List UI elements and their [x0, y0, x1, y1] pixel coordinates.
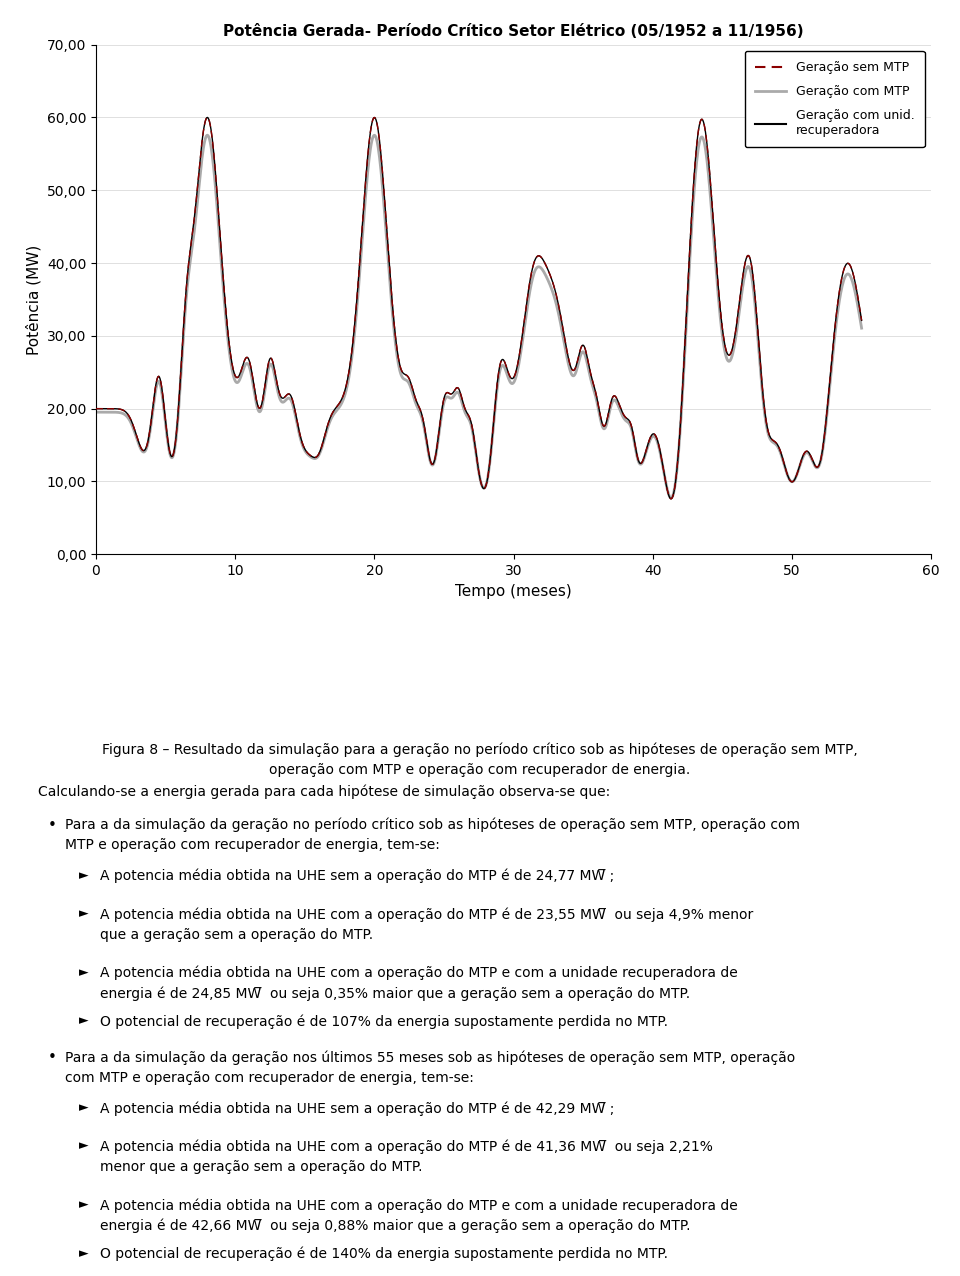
Text: A potencia média obtida na UHE sem a operação do MTP é de 24,77 MW̅ ;: A potencia média obtida na UHE sem a ope… — [100, 869, 614, 883]
Text: ►: ► — [79, 1247, 88, 1259]
Title: Potência Gerada- Período Crítico Setor Elétrico (05/1952 a 11/1956): Potência Gerada- Período Crítico Setor E… — [224, 24, 804, 40]
Text: Para a da simulação da geração no período crítico sob as hipóteses de operação s: Para a da simulação da geração no períod… — [65, 818, 801, 832]
Text: energia é de 24,85 MW̅  ou seja 0,35% maior que a geração sem a operação do MTP.: energia é de 24,85 MW̅ ou seja 0,35% mai… — [100, 986, 690, 1000]
Text: ►: ► — [79, 1101, 88, 1114]
Text: Calculando-se a energia gerada para cada hipótese de simulação observa-se que:: Calculando-se a energia gerada para cada… — [38, 785, 611, 799]
Text: Figura 8 – Resultado da simulação para a geração no período crítico sob as hipót: Figura 8 – Resultado da simulação para a… — [102, 743, 858, 757]
Text: menor que a geração sem a operação do MTP.: menor que a geração sem a operação do MT… — [100, 1160, 422, 1174]
Text: A potencia média obtida na UHE sem a operação do MTP é de 42,29 MW̅ ;: A potencia média obtida na UHE sem a ope… — [100, 1101, 614, 1115]
Text: O potencial de recuperação é de 140% da energia supostamente perdida no MTP.: O potencial de recuperação é de 140% da … — [100, 1247, 668, 1261]
Text: que a geração sem a operação do MTP.: que a geração sem a operação do MTP. — [100, 928, 373, 942]
Text: A potencia média obtida na UHE com a operação do MTP e com a unidade recuperador: A potencia média obtida na UHE com a ope… — [100, 966, 737, 980]
Text: operação com MTP e operação com recuperador de energia.: operação com MTP e operação com recupera… — [270, 763, 690, 777]
Text: ►: ► — [79, 1139, 88, 1152]
Text: ►: ► — [79, 966, 88, 979]
Legend: Geração sem MTP, Geração com MTP, Geração com unid.
recuperadora: Geração sem MTP, Geração com MTP, Geraçã… — [745, 51, 924, 148]
Text: •: • — [48, 1050, 57, 1065]
Text: ►: ► — [79, 1198, 88, 1211]
X-axis label: Tempo (meses): Tempo (meses) — [455, 583, 572, 598]
Text: A potencia média obtida na UHE com a operação do MTP é de 41,36 MW̅  ou seja 2,2: A potencia média obtida na UHE com a ope… — [100, 1139, 712, 1154]
Text: •: • — [48, 818, 57, 833]
Text: ►: ► — [79, 1014, 88, 1027]
Y-axis label: Potência (MW): Potência (MW) — [26, 244, 41, 355]
Text: O potencial de recuperação é de 107% da energia supostamente perdida no MTP.: O potencial de recuperação é de 107% da … — [100, 1014, 668, 1028]
Text: Para a da simulação da geração nos últimos 55 meses sob as hipóteses de operação: Para a da simulação da geração nos últim… — [65, 1050, 796, 1064]
Text: A potencia média obtida na UHE com a operação do MTP é de 23,55 MW̅  ou seja 4,9: A potencia média obtida na UHE com a ope… — [100, 907, 753, 921]
Text: MTP e operação com recuperador de energia, tem-se:: MTP e operação com recuperador de energi… — [65, 838, 440, 852]
Text: ►: ► — [79, 869, 88, 882]
Text: com MTP e operação com recuperador de energia, tem-se:: com MTP e operação com recuperador de en… — [65, 1071, 474, 1085]
Text: ►: ► — [79, 907, 88, 920]
Text: A potencia média obtida na UHE com a operação do MTP e com a unidade recuperador: A potencia média obtida na UHE com a ope… — [100, 1198, 737, 1212]
Text: energia é de 42,66 MW̅  ou seja 0,88% maior que a geração sem a operação do MTP.: energia é de 42,66 MW̅ ou seja 0,88% mai… — [100, 1219, 690, 1233]
